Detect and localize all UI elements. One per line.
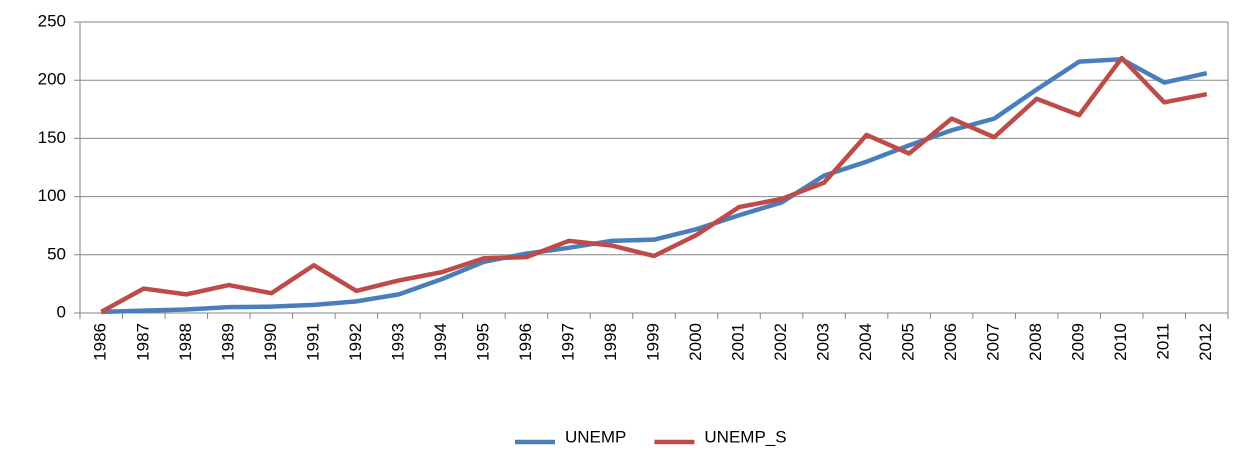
x-tick-label: 2002 [771, 323, 790, 361]
x-tick-label: 1987 [133, 323, 152, 361]
x-tick-label: 2010 [1111, 323, 1130, 361]
x-tick-label: 2007 [984, 323, 1003, 361]
x-tick-label: 1994 [431, 323, 450, 361]
series-line [101, 56, 1208, 315]
x-tick-label: 1991 [303, 323, 322, 361]
x-tick-label: 1996 [516, 323, 535, 361]
y-tick-label: 0 [57, 302, 66, 321]
x-tick-label: 1992 [346, 323, 365, 361]
x-tick-label: 2011 [1154, 323, 1173, 360]
x-tick-label: 2006 [941, 323, 960, 361]
x-tick-label: 1989 [218, 323, 237, 361]
x-tick-label: 1995 [473, 323, 492, 361]
legend-label: UNEMP_S [704, 427, 786, 446]
x-tick-label: 1990 [261, 323, 280, 361]
x-tick-label: 2001 [729, 323, 748, 361]
y-tick-label: 200 [38, 70, 66, 89]
x-tick-label: 2009 [1069, 323, 1088, 361]
x-tick-label: 1986 [91, 323, 110, 361]
y-tick-label: 150 [38, 128, 66, 147]
series-line [100, 55, 1208, 314]
x-tick-label: 2000 [686, 323, 705, 361]
x-tick-label: 1993 [388, 323, 407, 361]
x-tick-label: 2012 [1196, 323, 1215, 361]
x-tick-label: 2005 [899, 323, 918, 361]
legend-label: UNEMP [565, 427, 626, 446]
x-tick-label: 2004 [856, 323, 875, 361]
y-tick-label: 250 [38, 11, 66, 30]
x-tick-label: 1999 [643, 323, 662, 361]
x-tick-label: 1998 [601, 323, 620, 361]
y-tick-label: 50 [47, 244, 66, 263]
y-tick-label: 100 [38, 186, 66, 205]
x-tick-label: 1997 [558, 323, 577, 361]
x-tick-label: 2003 [814, 323, 833, 361]
x-tick-label: 2008 [1026, 323, 1045, 361]
x-tick-label: 1988 [176, 323, 195, 361]
